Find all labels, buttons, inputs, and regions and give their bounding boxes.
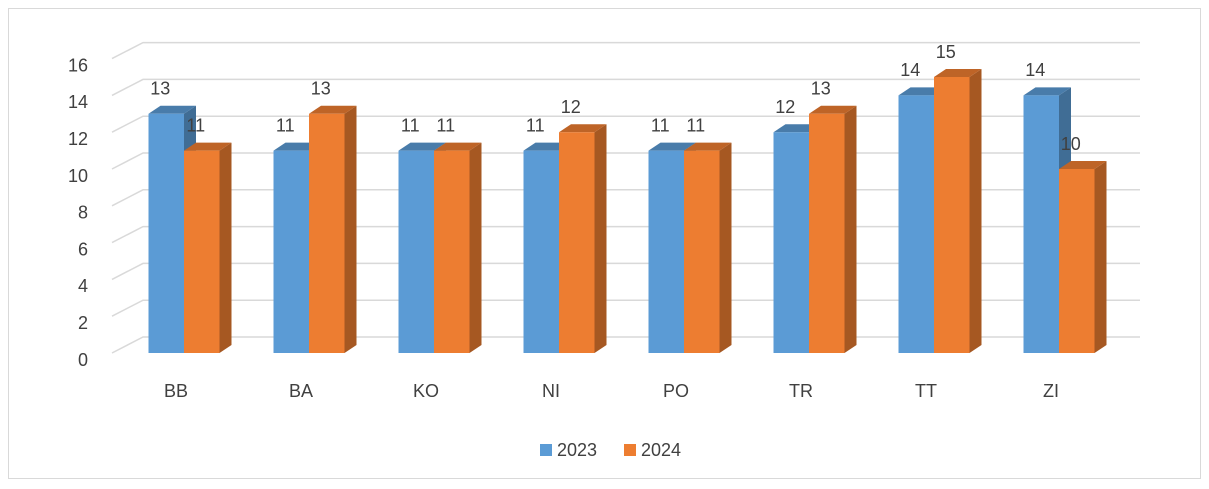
- x-tick-label: TR: [789, 381, 813, 401]
- bar-face: [1023, 95, 1059, 354]
- bar-face: [1059, 161, 1107, 169]
- bar-face: [434, 142, 482, 151]
- grid-line: [111, 115, 1140, 133]
- x-tick-label: NI: [542, 381, 560, 401]
- data-label: 12: [775, 97, 795, 117]
- bar-face: [184, 142, 232, 151]
- bar-face: [309, 105, 357, 114]
- bar-face: [559, 124, 607, 133]
- y-tick-label: 2: [78, 313, 88, 333]
- data-label: 14: [900, 60, 920, 80]
- data-label: 11: [276, 115, 295, 135]
- data-label: 13: [150, 79, 170, 99]
- bar: [684, 142, 732, 353]
- bar-face: [684, 150, 720, 353]
- data-label: 11: [401, 115, 420, 135]
- data-label: 15: [936, 42, 956, 62]
- bar-face: [648, 142, 696, 151]
- bar-face: [273, 150, 309, 353]
- bar-face: [809, 113, 845, 353]
- data-label: 11: [186, 115, 205, 135]
- data-label: 12: [561, 97, 581, 117]
- y-tick-label: 0: [78, 350, 88, 370]
- bar-face: [648, 150, 684, 353]
- legend-swatch: [624, 444, 636, 456]
- bar-face: [559, 132, 595, 353]
- bar-face: [773, 132, 809, 353]
- bar: [309, 105, 357, 353]
- data-label: 13: [811, 79, 831, 99]
- x-tick-label: KO: [413, 381, 439, 401]
- bar-face: [844, 105, 857, 353]
- bar-face: [184, 150, 220, 353]
- bar-face: [934, 69, 982, 77]
- data-label: 11: [686, 115, 705, 135]
- data-label: 10: [1061, 134, 1081, 154]
- bar-face: [719, 142, 732, 353]
- y-tick-label: 12: [68, 129, 88, 149]
- x-tick-label: BB: [164, 381, 188, 401]
- bar-face: [344, 105, 357, 353]
- bar-face: [1023, 87, 1071, 96]
- data-label: 13: [311, 79, 331, 99]
- legend-swatch: [540, 444, 552, 456]
- bar-face: [398, 142, 446, 151]
- y-tick-label: 10: [68, 166, 88, 186]
- legend-label: 2023: [557, 440, 597, 460]
- bar-face: [594, 124, 607, 353]
- y-tick-label: 14: [68, 92, 88, 112]
- bar-face: [809, 105, 857, 114]
- bar-face: [309, 113, 345, 353]
- x-tick-label: TT: [915, 381, 937, 401]
- legend-label: 2024: [641, 440, 681, 460]
- bar: [934, 69, 982, 353]
- bar-face: [148, 113, 184, 353]
- bar-face: [684, 142, 732, 151]
- bar: [1059, 161, 1107, 353]
- y-tick-label: 6: [78, 239, 88, 259]
- bar-face: [1059, 169, 1095, 353]
- bar-face: [148, 105, 196, 114]
- bar-face: [1094, 161, 1107, 353]
- grid-line: [111, 41, 1140, 60]
- bar-face: [434, 150, 470, 353]
- x-tick-label: ZI: [1043, 381, 1059, 401]
- data-label: 11: [526, 115, 545, 135]
- bar-face: [969, 69, 982, 353]
- data-label: 14: [1025, 60, 1045, 80]
- bar-face: [934, 77, 970, 353]
- bar-face: [398, 150, 434, 353]
- bar-face: [469, 142, 482, 353]
- grid-line: [111, 78, 1140, 97]
- bar-face: [219, 142, 232, 353]
- y-tick-label: 16: [68, 55, 88, 75]
- bar-face: [523, 150, 559, 353]
- bar: [184, 142, 232, 353]
- data-label: 11: [651, 115, 670, 135]
- bar: [559, 124, 607, 353]
- y-tick-label: 8: [78, 203, 88, 223]
- data-label: 11: [436, 115, 455, 135]
- x-tick-label: BA: [289, 381, 313, 401]
- bar: [434, 142, 482, 353]
- bar: [809, 105, 857, 353]
- bar-face: [898, 95, 934, 354]
- x-tick-label: PO: [663, 381, 689, 401]
- y-tick-label: 4: [78, 276, 88, 296]
